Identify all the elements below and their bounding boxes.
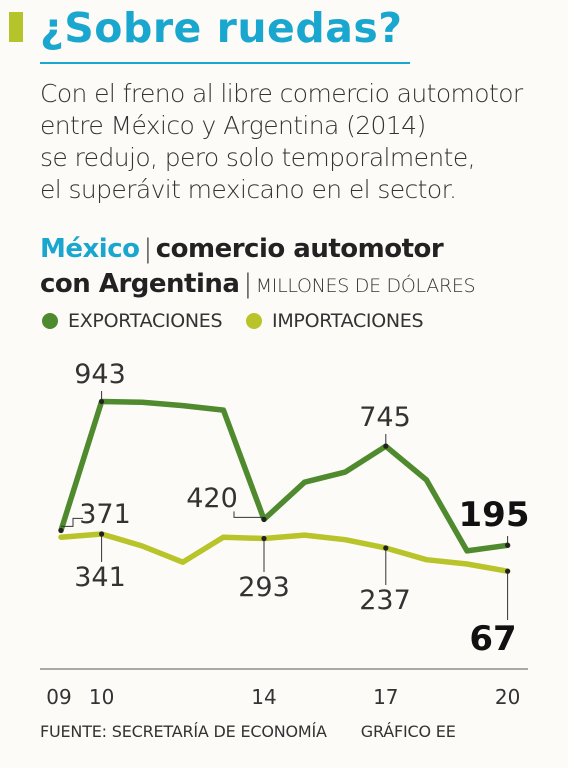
subtitle: Con el freno al libre comercio automotor… bbox=[40, 78, 560, 206]
x-tick-label: 17 bbox=[373, 685, 398, 709]
x-tick-label: 09 bbox=[46, 685, 71, 709]
legend-item-exports: EXPORTACIONES bbox=[42, 310, 223, 332]
data-point-marker bbox=[99, 531, 105, 537]
subtitle-line: se redujo, pero solo temporalmente, bbox=[40, 143, 476, 172]
data-label: 67 bbox=[469, 619, 516, 659]
title-accent-bar bbox=[9, 12, 23, 42]
data-label: 341 bbox=[74, 562, 126, 593]
subtitle-line: entre México y Argentina (2014) bbox=[40, 111, 426, 140]
chart-heading-line-2: con Argentina | MILLONES DE DÓLARES bbox=[40, 267, 560, 304]
subtitle-line: Con el freno al libre comercio automotor bbox=[40, 79, 523, 108]
subtitle-line: el superávit mexicano en el sector. bbox=[40, 175, 457, 204]
chart-heading-line-1: México | comercio automotor bbox=[40, 232, 560, 267]
legend-item-imports: IMPORTACIONES bbox=[246, 310, 424, 332]
data-label: 195 bbox=[459, 495, 530, 535]
chart-footer: FUENTE: SECRETARÍA DE ECONOMÍA GRÁFICO EE bbox=[40, 722, 456, 741]
chart-legend: EXPORTACIONES IMPORTACIONES bbox=[42, 310, 441, 334]
chart-heading-subject-2: con Argentina bbox=[40, 269, 240, 299]
source-note: FUENTE: SECRETARÍA DE ECONOMÍA bbox=[40, 722, 327, 741]
chart-heading: México | comercio automotor con Argentina |… bbox=[40, 232, 560, 304]
graphic-credit: GRÁFICO EE bbox=[360, 722, 456, 741]
data-label: 943 bbox=[74, 359, 126, 390]
data-point-marker bbox=[261, 535, 267, 542]
legend-dot-imports bbox=[246, 313, 263, 329]
x-tick-label: 20 bbox=[495, 685, 520, 709]
chart-heading-units: MILLONES DE DÓLARES bbox=[255, 275, 476, 297]
exports-series-line bbox=[58, 398, 511, 554]
data-label: 237 bbox=[359, 585, 411, 616]
data-label: 745 bbox=[359, 402, 411, 433]
data-point-marker bbox=[99, 398, 105, 405]
data-label: 293 bbox=[238, 572, 290, 603]
legend-dot-exports bbox=[42, 313, 58, 329]
data-label: 371 bbox=[79, 499, 131, 530]
imports-series-line bbox=[58, 531, 511, 574]
legend-label-exports: EXPORTACIONES bbox=[68, 310, 223, 332]
chart-heading-subject: comercio automotor bbox=[155, 234, 444, 264]
data-point-marker bbox=[58, 527, 64, 534]
page-title: ¿Sobre ruedas? bbox=[40, 4, 403, 52]
legend-label-imports: IMPORTACIONES bbox=[272, 310, 424, 332]
data-point-marker bbox=[383, 545, 389, 551]
chart-heading-separator-2: | bbox=[243, 269, 252, 299]
data-point-marker bbox=[505, 542, 511, 548]
chart-heading-separator: | bbox=[143, 234, 152, 264]
data-point-marker bbox=[505, 568, 511, 574]
x-tick-label: 14 bbox=[251, 685, 276, 709]
title-underline bbox=[40, 62, 410, 64]
data-label-leader bbox=[61, 517, 83, 527]
chart-heading-country: México bbox=[40, 234, 140, 264]
x-tick-label: 10 bbox=[89, 685, 114, 709]
data-point-marker bbox=[261, 516, 267, 522]
data-label: 420 bbox=[186, 483, 238, 514]
data-point-marker bbox=[383, 443, 389, 449]
